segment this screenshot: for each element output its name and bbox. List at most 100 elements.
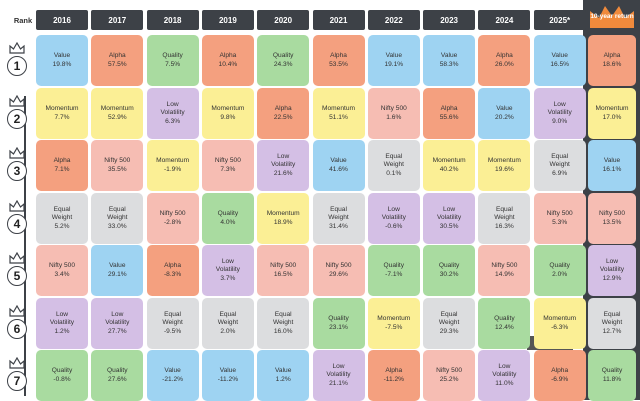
crown-icon [590, 6, 634, 28]
factor-name: Nifty 500 [436, 367, 463, 374]
factor-return: -11.2% [383, 376, 404, 383]
factor-name: Low Volatility [381, 205, 406, 221]
factor-name: Quality [549, 262, 570, 269]
factor-name: Quality [601, 367, 623, 374]
factor-cell: Equal Weight -9.5% [146, 297, 199, 349]
factor-name: Momentum [487, 157, 521, 164]
factor-name: Equal Weight [162, 310, 183, 326]
factor-name: Momentum [156, 157, 190, 164]
year-header: 2020 [257, 10, 310, 30]
year-header: 2018 [146, 10, 199, 30]
factor-return: 4.0% [220, 218, 236, 226]
factor-return: 12.9% [602, 275, 622, 282]
factor-return: 2.0% [220, 327, 236, 335]
factor-name: Momentum [100, 104, 134, 112]
factor-name: Alpha [330, 52, 347, 59]
rank-number: 3 [7, 161, 27, 181]
factor-cell: Momentum 7.7% [36, 87, 88, 139]
factor-return: 7.5% [165, 61, 181, 68]
factor-return: 3.4% [54, 271, 70, 278]
factor-return: 41.6% [329, 166, 348, 173]
factor-return: 33.0% [107, 222, 127, 230]
factor-name: Nifty 500 [48, 262, 76, 269]
factor-cell: Equal Weight 31.4% [312, 192, 365, 244]
factor-cell: Alpha 53.5% [312, 35, 365, 86]
factor-cell: Quality 4.0% [201, 192, 254, 244]
factor-return: -6.9% [551, 376, 569, 383]
factor-return: 1.2% [54, 327, 70, 335]
factor-cell: Value 16.1% [588, 140, 636, 191]
factor-cell: Value 41.6% [312, 140, 365, 191]
factor-name: Momentum [432, 157, 466, 164]
factor-name: Alpha [219, 52, 237, 59]
factor-name: Alpha [603, 52, 621, 59]
factor-cell: Quality 7.5% [146, 35, 199, 86]
factor-cell: Equal Weight 5.2% [36, 192, 88, 244]
factor-return: 16.5% [550, 61, 570, 68]
factor-cell: Equal Weight 12.7% [588, 297, 636, 349]
crown-icon [9, 94, 25, 107]
factor-return: 58.3% [439, 61, 459, 68]
factor-return: 5.3% [552, 218, 568, 226]
factor-name: Equal Weight [328, 205, 349, 221]
factor-return: 0.1% [386, 170, 402, 177]
factor-cell: Nifty 500 29.6% [312, 245, 365, 296]
factor-cell: Quality 30.2% [423, 245, 476, 296]
rank-number: 4 [7, 213, 27, 234]
factor-cell: Nifty 500 1.6% [367, 87, 420, 139]
factor-cell: Alpha 55.6% [423, 87, 476, 139]
factor-cell: Equal Weight 16.0% [257, 297, 310, 349]
factor-name: Momentum [266, 209, 300, 217]
factor-name: Alpha [164, 262, 182, 269]
factor-cell: Nifty 500 14.9% [478, 245, 531, 296]
rank-number: 5 [7, 266, 27, 286]
factor-cell: Nifty 500 -2.8% [146, 192, 199, 244]
factor-name: Equal Weight [272, 310, 294, 326]
rank-connector-line [24, 96, 26, 396]
crown-icon [9, 147, 25, 159]
factor-cell: Low Volatility 9.0% [533, 87, 586, 139]
factor-return: 9.0% [552, 117, 568, 125]
factor-cell: Value 58.3% [423, 35, 476, 86]
factor-cell: Nifty 500 3.4% [36, 245, 88, 296]
factor-name: Momentum [45, 104, 79, 112]
factor-name: Value [603, 157, 621, 164]
rank-header: Rank [6, 12, 40, 28]
factor-return: 7.3% [220, 166, 236, 173]
factor-return: 11.0% [495, 380, 514, 387]
rank-number: 7 [7, 371, 27, 391]
year-header: 2021 [312, 10, 365, 30]
factor-cell: Alpha -6.9% [533, 350, 586, 401]
factor-name: Value [496, 104, 513, 112]
factor-name: Nifty 500 [214, 157, 241, 164]
factor-cell: Alpha 22.5% [257, 87, 310, 139]
factor-name: Equal Weight [107, 205, 128, 221]
factor-cell: Value -11.2% [201, 350, 254, 401]
factor-cell: Momentum 51.1% [312, 87, 365, 139]
factor-cell: Momentum 18.9% [257, 192, 310, 244]
factor-name: Equal Weight [51, 205, 73, 221]
rank-marker: 4 [6, 199, 28, 236]
factor-return: 29.3% [439, 327, 459, 335]
factor-cell: Low Volatility 21.1% [312, 350, 365, 401]
factor-cell: Momentum 52.9% [91, 87, 144, 139]
factor-cell: Value 20.2% [478, 87, 531, 139]
year-header: 2016 [36, 10, 88, 30]
factor-return: 2.0% [552, 271, 568, 278]
factor-cell: Low Volatility 11.0% [478, 350, 531, 401]
factor-cell: Quality -7.1% [367, 245, 420, 296]
factor-name: Low Volatility [326, 363, 351, 378]
factor-name: Value [551, 52, 568, 59]
year-header: 2024 [478, 10, 531, 30]
factor-name: Alpha [108, 52, 126, 59]
factor-cell: Value 19.1% [367, 35, 420, 86]
factor-name: Nifty 500 [598, 209, 626, 217]
factor-return: 1.2% [275, 376, 291, 383]
factor-name: Low Volatility [105, 310, 130, 326]
crown-icon [9, 199, 25, 212]
factor-cell: Quality 12.4% [478, 297, 531, 349]
factor-cell: Equal Weight 33.0% [91, 192, 144, 244]
factor-name: Nifty 500 [491, 262, 518, 269]
factor-name: Momentum [377, 314, 411, 322]
factor-cell: Nifty 500 25.2% [423, 350, 476, 401]
